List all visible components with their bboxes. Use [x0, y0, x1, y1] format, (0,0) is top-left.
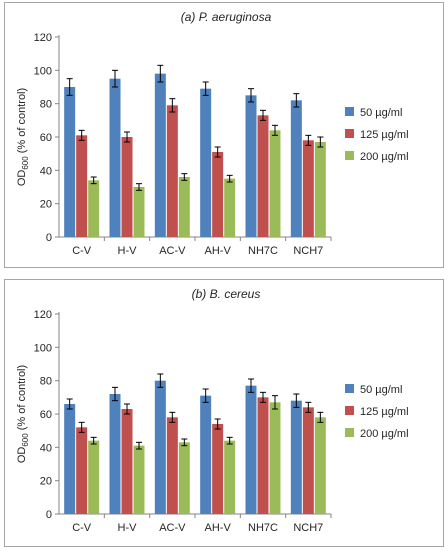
y-tick-label: 40	[40, 165, 52, 177]
bar-2-nch7	[302, 407, 314, 514]
legend-label-3: 200 µg/ml	[360, 428, 409, 440]
bar-1-nh7c	[245, 385, 257, 514]
legend-label-3: 200 µg/ml	[360, 151, 409, 163]
x-tick-label: AH-V	[205, 522, 232, 534]
y-axis-title: OD600 (% of control)	[16, 88, 30, 186]
bar-2-h-v	[121, 409, 133, 514]
bar-2-nch7	[302, 140, 314, 237]
bar-3-h-v	[133, 445, 145, 514]
bar-3-ah-v	[224, 178, 236, 237]
bar-1-nch7	[290, 100, 302, 237]
bar-1-h-v	[109, 78, 121, 238]
bar-1-c-v	[64, 404, 76, 514]
y-axis-title-subscript: 600	[21, 156, 30, 170]
bar-1-nch7	[290, 400, 302, 514]
y-axis-title-rest: (% of control)	[16, 88, 28, 156]
bar-2-ah-v	[212, 152, 224, 237]
y-tick-label: 20	[40, 476, 52, 488]
chart-panel-b-cereus: (b) B. cereus 0 20 40 60 80 100 120 OD600 (% of …	[4, 279, 444, 547]
bar-2-c-v	[76, 427, 88, 514]
bar-1-ah-v	[200, 88, 212, 238]
y-tick-label: 80	[40, 376, 52, 388]
bar-2-ac-v	[166, 417, 178, 514]
y-axis-title-rest: (% of control)	[16, 365, 28, 433]
y-axis-title: OD600 (% of control)	[16, 365, 30, 463]
legend-label-1: 50 µg/ml	[360, 107, 402, 119]
legend-label-1: 50 µg/ml	[360, 384, 402, 396]
legend-swatch-1	[345, 107, 354, 116]
bar-3-ac-v	[178, 442, 190, 514]
bar-3-nh7c	[269, 130, 281, 237]
bar-1-ac-v	[154, 380, 166, 514]
bar-2-ah-v	[212, 424, 224, 514]
bar-chart-p-aeruginosa: (a) P. aeruginosa 0 20 40 60 80 100 120 OD600 (%…	[16, 10, 409, 257]
y-tick-label: 120	[34, 309, 52, 321]
y-axis-title-subscript: 600	[21, 433, 30, 447]
bar-3-c-v	[88, 180, 100, 237]
x-tick-label: AC-V	[159, 245, 186, 257]
legend-swatch-3	[345, 428, 354, 437]
y-tick-label: 120	[34, 32, 52, 44]
bar-1-ac-v	[154, 73, 166, 238]
y-axis-title-main: OD	[16, 447, 28, 464]
legend-label-2: 125 µg/ml	[360, 406, 409, 418]
y-tick-label: 60	[40, 132, 52, 144]
chart-title: (a) P. aeruginosa	[181, 10, 272, 24]
legend-swatch-3	[345, 151, 354, 160]
y-tick-label: 100	[34, 342, 52, 354]
bar-1-h-v	[109, 394, 121, 514]
x-tick-label: NCH7	[293, 245, 323, 257]
x-tick-label: C-V	[72, 522, 92, 534]
y-tick-label: 0	[46, 232, 52, 244]
bar-2-c-v	[76, 135, 88, 237]
x-tick-label: NH7C	[248, 522, 278, 534]
bar-3-ac-v	[178, 177, 190, 237]
y-tick-label: 100	[34, 65, 52, 77]
y-tick-label: 60	[40, 409, 52, 421]
x-tick-label: C-V	[72, 245, 92, 257]
bar-2-nh7c	[257, 115, 269, 237]
bar-3-ah-v	[224, 440, 236, 514]
y-tick-label: 40	[40, 442, 52, 454]
x-tick-label: AH-V	[205, 245, 232, 257]
legend-label-2: 125 µg/ml	[360, 129, 409, 141]
bar-1-ah-v	[200, 395, 212, 514]
x-tick-label: H-V	[118, 522, 138, 534]
bar-3-nch7	[314, 142, 326, 237]
bar-1-c-v	[64, 87, 76, 237]
chart-panel-p-aeruginosa: (a) P. aeruginosa 0 20 40 60 80 100 120 OD600 (%…	[4, 2, 444, 268]
legend-swatch-1	[345, 384, 354, 393]
bar-chart-b-cereus: (b) B. cereus 0 20 40 60 80 100 120 OD600 (% of …	[16, 287, 409, 534]
legend-swatch-2	[345, 406, 354, 415]
x-tick-label: H-V	[118, 245, 138, 257]
bar-2-h-v	[121, 137, 133, 237]
x-tick-label: AC-V	[159, 522, 186, 534]
bar-1-nh7c	[245, 95, 257, 237]
chart-title: (b) B. cereus	[192, 287, 261, 301]
bar-3-nh7c	[269, 402, 281, 514]
bar-3-h-v	[133, 187, 145, 237]
bar-3-c-v	[88, 440, 100, 514]
y-tick-label: 0	[46, 509, 52, 521]
x-tick-label: NCH7	[293, 522, 323, 534]
bar-2-nh7c	[257, 397, 269, 514]
bar-2-ac-v	[166, 105, 178, 237]
bar-3-nch7	[314, 417, 326, 514]
y-axis-title-main: OD	[16, 170, 28, 187]
y-tick-label: 20	[40, 199, 52, 211]
legend-swatch-2	[345, 129, 354, 138]
x-tick-label: NH7C	[248, 245, 278, 257]
y-tick-label: 80	[40, 99, 52, 111]
